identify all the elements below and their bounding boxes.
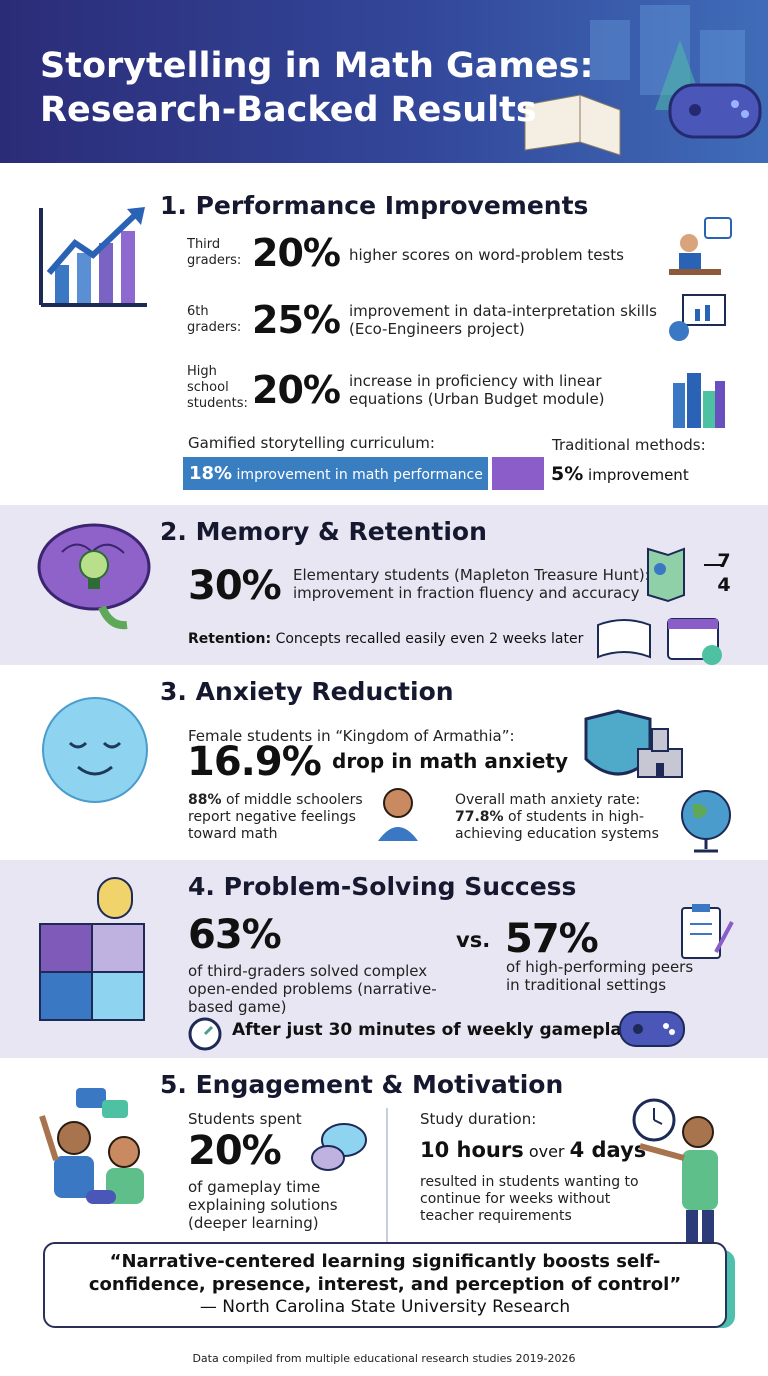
left-stat: 63% xyxy=(188,912,282,958)
kids-icon xyxy=(39,1088,144,1204)
right-stat: 57% xyxy=(505,916,599,962)
anxiety-right: Overall math anxiety rate: 77.8% of stud… xyxy=(455,792,680,843)
right-text: of students in high-achieving education … xyxy=(455,809,659,842)
memory-icons xyxy=(597,547,724,665)
left-stat: 88% xyxy=(188,792,222,808)
anxiety-intro: Female students in “Kingdom of Armathia”… xyxy=(188,727,515,745)
item-icons xyxy=(669,217,732,428)
versus: vs. xyxy=(456,928,491,952)
retention-label: Retention: xyxy=(188,631,272,647)
controller-icon xyxy=(619,1011,685,1047)
title-line: Research-Backed Results xyxy=(40,90,537,130)
retention-text: Concepts recalled easily even 2 weeks la… xyxy=(275,631,584,647)
section-title: 4. Problem-Solving Success xyxy=(188,872,577,901)
gamified-text: improvement in math performance xyxy=(236,467,483,483)
anxiety-left: 88% of middle schoolers report negative … xyxy=(188,792,378,843)
gamified-bar xyxy=(183,457,488,490)
section-title: 3. Anxiety Reduction xyxy=(160,677,454,706)
right-text: resulted in students wanting to continue… xyxy=(420,1174,639,1224)
divider xyxy=(386,1108,388,1248)
section-anxiety: 3. Anxiety Reduction Female students in … xyxy=(0,665,768,860)
title-line: Storytelling in Math Games: xyxy=(40,46,594,86)
comparison-label: Gamified storytelling curriculum: xyxy=(188,434,435,452)
traditional-text: improvement xyxy=(588,466,689,484)
memory-stat: 30% xyxy=(188,563,282,609)
header: Storytelling in Math Games: Research-Bac… xyxy=(0,0,768,163)
item-label: Third graders: xyxy=(187,237,242,268)
item-stat: 20% xyxy=(252,368,341,412)
fraction-bottom: 4 xyxy=(717,574,731,596)
gamified-result: 18% improvement in math performance xyxy=(189,463,483,484)
puzzle-icon xyxy=(39,877,145,1021)
chat-icon xyxy=(311,1123,367,1171)
comparison-label: Traditional methods: xyxy=(552,436,706,454)
fraction: 7 4 xyxy=(710,549,738,597)
footer: Data compiled from multiple educational … xyxy=(192,1352,576,1365)
right-label: Overall math anxiety rate: xyxy=(455,792,641,808)
item-text: improvement in data-interpretation skill… xyxy=(349,302,657,338)
right-label: Study duration: xyxy=(420,1110,537,1128)
shield-castle-icon xyxy=(584,709,683,778)
left-text: of middle schoolers report negative feel… xyxy=(188,792,363,842)
traditional-result: 5% improvement xyxy=(551,463,689,485)
item-stat: 25% xyxy=(252,298,341,342)
item-stat: 20% xyxy=(252,231,341,275)
text-line: improvement in fraction fluency and accu… xyxy=(293,584,640,602)
student-icon xyxy=(378,788,418,841)
hours: 10 hours xyxy=(420,1138,524,1162)
section-memory: 2. Memory & Retention 30% Elementary stu… xyxy=(0,505,768,665)
text-line: Elementary students (Mapleton Treasure H… xyxy=(293,566,650,584)
right-text: of high-performing peers in traditional … xyxy=(506,958,694,994)
chart-icon xyxy=(39,207,147,307)
over: over xyxy=(528,1142,565,1161)
left-text: of gameplay time explaining solutions (d… xyxy=(188,1178,338,1232)
duration: 10 hours over 4 days xyxy=(420,1138,646,1162)
globe-icon xyxy=(681,790,731,853)
section-title: 2. Memory & Retention xyxy=(160,517,487,546)
section-problem-solving: 4. Problem-Solving Success 63% of third-… xyxy=(0,860,768,1058)
traditional-bar xyxy=(492,457,544,490)
brain-icon xyxy=(37,523,151,630)
fraction-top: 7 xyxy=(717,550,731,572)
section-title: 1. Performance Improvements xyxy=(160,191,589,220)
section-engagement: 5. Engagement & Motivation Students spen… xyxy=(0,1058,768,1376)
quote-text: “Narrative-centered learning significant… xyxy=(88,1251,682,1295)
calm-face-icon xyxy=(42,697,148,803)
section-performance: 1. Performance Improvements Third grader… xyxy=(0,163,768,505)
left-stat: 20% xyxy=(188,1128,282,1174)
gameplay-note: After just 30 minutes of weekly gameplay xyxy=(232,1020,633,1040)
anxiety-stat: 16.9% xyxy=(187,739,322,785)
item-text: increase in proficiency with linear equa… xyxy=(349,372,605,408)
section-title: 5. Engagement & Motivation xyxy=(160,1070,564,1099)
item-label: 6th graders: xyxy=(187,304,242,335)
header-art xyxy=(524,5,762,156)
quote-box: “Narrative-centered learning significant… xyxy=(43,1242,727,1328)
anxiety-stat-text: drop in math anxiety xyxy=(332,749,569,773)
quote-source: — North Carolina State University Resear… xyxy=(199,1297,571,1317)
left-text: of third-graders solved complex open-end… xyxy=(188,962,437,1016)
left-label: Students spent xyxy=(188,1110,302,1128)
retention: Retention: Concepts recalled easily even… xyxy=(188,631,583,647)
gamified-stat: 18% xyxy=(189,463,233,484)
boy-clock-icon xyxy=(632,1098,718,1270)
clipboard-icon xyxy=(681,904,734,959)
days: 4 days xyxy=(569,1138,647,1162)
timer-icon xyxy=(188,1017,222,1051)
traditional-stat: 5% xyxy=(551,463,584,485)
right-stat: 77.8% xyxy=(455,809,504,825)
item-label: High school students: xyxy=(187,364,248,411)
memory-text: Elementary students (Mapleton Treasure H… xyxy=(293,566,650,602)
item-text: higher scores on word-problem tests xyxy=(349,246,624,264)
